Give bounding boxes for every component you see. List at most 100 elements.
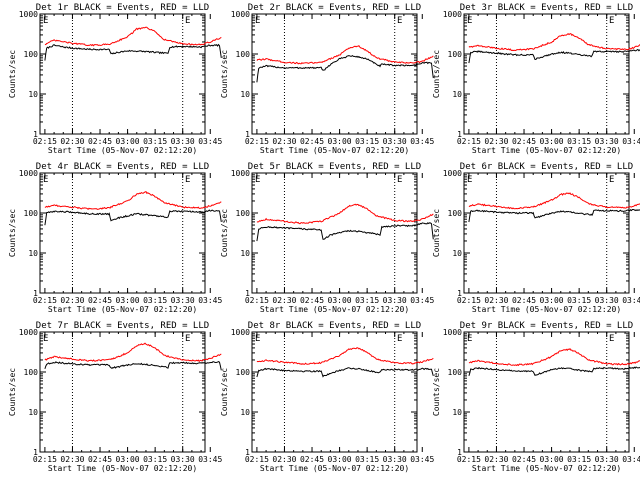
y-tick-label: 100: [236, 209, 251, 218]
y-tick-label: 10: [28, 90, 38, 99]
series-lld-line: [256, 45, 434, 65]
panel-det-3: Det 3r BLACK = Events, RED = LLD 1 10 100 10…: [432, 3, 640, 155]
x-tick-label: 03:45: [622, 455, 640, 464]
x-tick-label: 03:15: [143, 137, 167, 146]
y-tick-label: 100: [24, 50, 39, 59]
y-axis-label: Counts/sec: [8, 368, 17, 416]
y-tick-label: 1000: [443, 328, 462, 337]
x-tick-label: 03:15: [567, 296, 591, 305]
panel-title: Det 4r BLACK = Events, RED = LLD: [36, 162, 209, 172]
x-tick-label: 02:15: [33, 137, 57, 146]
x-tick-label: 02:30: [272, 296, 296, 305]
panel-title: Det 2r BLACK = Events, RED = LLD: [248, 3, 421, 13]
y-tick-label: 1: [245, 289, 250, 298]
y-tick-label: 10: [28, 249, 38, 258]
y-axis-label: Counts/sec: [432, 368, 441, 416]
eclipse-marker: E: [609, 16, 614, 26]
x-tick-label: 02:30: [60, 137, 84, 146]
eclipse-marker: E: [255, 175, 260, 185]
y-tick-label: 1000: [443, 10, 462, 19]
x-tick-label: 03:15: [355, 455, 379, 464]
eclipse-marker: E: [397, 334, 402, 344]
eclipse-marker: E: [185, 16, 190, 26]
plot-frame: [463, 172, 630, 294]
panel-title: Det 6r BLACK = Events, RED = LLD: [460, 162, 633, 172]
series-events-line: [256, 367, 434, 378]
eclipse-marker: E: [43, 334, 48, 344]
x-tick-label: 03:45: [410, 455, 434, 464]
plot-frame: [39, 172, 206, 294]
x-tick-label: 02:15: [33, 455, 57, 464]
x-tick-label: 03:30: [171, 455, 195, 464]
x-tick-label: 03:15: [143, 455, 167, 464]
panel-det-1: Det 1r BLACK = Events, RED = LLD 1 10 100 10…: [8, 3, 222, 155]
y-axis-label: Counts/sec: [220, 209, 229, 257]
x-tick-label: 03:00: [540, 137, 564, 146]
eclipse-marker: E: [609, 334, 614, 344]
x-axis-label: Start Time (05-Nov-07 02:12:20): [260, 464, 409, 473]
panel-det-5: Det 5r BLACK = Events, RED = LLD 1 10 100 10…: [220, 162, 434, 314]
y-tick-label: 1: [33, 130, 38, 139]
x-tick-label: 02:15: [457, 296, 481, 305]
x-axis-label: Start Time (05-Nov-07 02:12:20): [260, 305, 409, 314]
eclipse-marker: E: [185, 334, 190, 344]
panel-title: Det 7r BLACK = Events, RED = LLD: [36, 321, 209, 331]
y-tick-label: 10: [240, 90, 250, 99]
plot-frame: [251, 331, 418, 453]
y-tick-label: 100: [448, 368, 463, 377]
y-tick-label: 1000: [231, 10, 250, 19]
eclipse-marker: E: [609, 175, 614, 185]
x-tick-label: 02:45: [512, 455, 536, 464]
x-tick-label: 03:30: [171, 296, 195, 305]
y-tick-label: 1000: [443, 169, 462, 178]
eclipse-marker: E: [467, 16, 472, 26]
eclipse-marker: E: [397, 175, 402, 185]
y-tick-label: 100: [236, 50, 251, 59]
series-events-line: [256, 222, 434, 242]
x-axis-label: Start Time (05-Nov-07 02:12:20): [472, 146, 621, 155]
x-tick-label: 03:00: [328, 137, 352, 146]
x-tick-label: 03:45: [410, 137, 434, 146]
y-tick-label: 1000: [231, 169, 250, 178]
series-events-line: [256, 54, 434, 83]
x-tick-label: 03:00: [540, 296, 564, 305]
x-tick-label: 03:15: [143, 296, 167, 305]
y-tick-label: 10: [240, 249, 250, 258]
y-tick-label: 10: [452, 90, 462, 99]
y-tick-label: 100: [448, 50, 463, 59]
y-tick-label: 100: [24, 209, 39, 218]
x-tick-label: 02:45: [88, 137, 112, 146]
eclipse-marker: E: [185, 175, 190, 185]
y-tick-label: 100: [236, 368, 251, 377]
x-tick-label: 03:15: [567, 137, 591, 146]
y-tick-label: 1000: [19, 169, 38, 178]
x-tick-label: 03:15: [355, 296, 379, 305]
series-lld-line: [44, 26, 222, 47]
y-axis-label: Counts/sec: [220, 50, 229, 98]
plot-frame: [463, 331, 630, 453]
series-events-line: [468, 366, 640, 376]
x-tick-label: 03:15: [355, 137, 379, 146]
x-tick-label: 02:15: [457, 137, 481, 146]
y-tick-label: 1: [33, 448, 38, 457]
y-axis-label: Counts/sec: [8, 209, 17, 257]
x-axis-label: Start Time (05-Nov-07 02:12:20): [48, 146, 197, 155]
x-tick-label: 02:15: [33, 296, 57, 305]
x-tick-label: 03:30: [383, 296, 407, 305]
x-tick-label: 02:30: [484, 455, 508, 464]
x-tick-label: 03:00: [116, 455, 140, 464]
y-tick-label: 1: [457, 289, 462, 298]
x-tick-label: 02:15: [245, 455, 269, 464]
y-tick-label: 1000: [19, 328, 38, 337]
x-tick-label: 03:00: [328, 455, 352, 464]
x-tick-label: 03:30: [383, 137, 407, 146]
eclipse-marker: E: [397, 16, 402, 26]
y-tick-label: 1000: [231, 328, 250, 337]
x-tick-label: 02:45: [88, 296, 112, 305]
panel-title: Det 9r BLACK = Events, RED = LLD: [460, 321, 633, 331]
x-tick-label: 03:15: [567, 455, 591, 464]
plot-frame: [463, 13, 630, 135]
x-tick-label: 03:30: [171, 137, 195, 146]
panel-title: Det 8r BLACK = Events, RED = LLD: [248, 321, 421, 331]
